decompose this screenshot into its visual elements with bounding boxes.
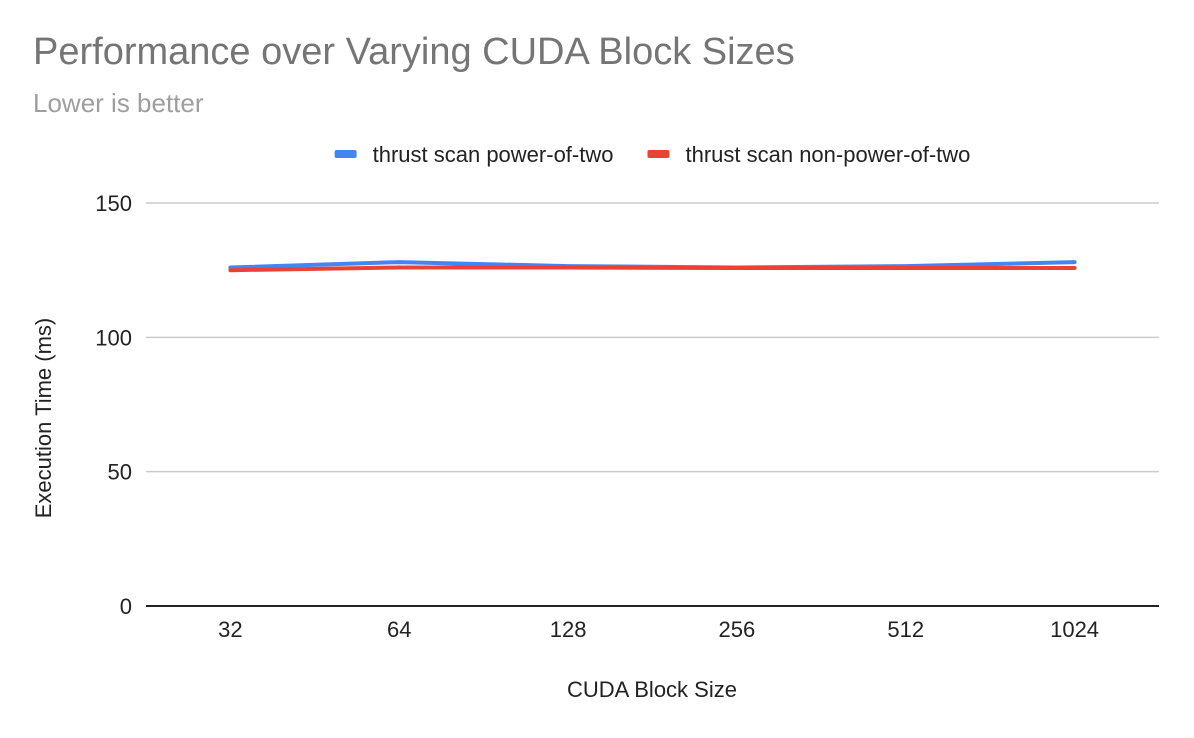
series-lines bbox=[228, 260, 1077, 273]
x-tick-label: 512 bbox=[887, 617, 924, 642]
x-tick-label: 64 bbox=[387, 617, 411, 642]
legend-swatch-1 bbox=[334, 150, 357, 158]
x-axis-ticks: 32 64 128 256 512 1024 bbox=[218, 617, 1099, 642]
x-axis-title: CUDA Block Size bbox=[567, 677, 737, 702]
x-tick-label: 32 bbox=[218, 617, 242, 642]
x-tick-label: 1024 bbox=[1050, 617, 1099, 642]
y-tick-label: 150 bbox=[95, 191, 132, 216]
x-tick-label: 128 bbox=[550, 617, 587, 642]
legend-label-1: thrust scan power-of-two bbox=[373, 142, 614, 167]
legend-label-2: thrust scan non-power-of-two bbox=[685, 142, 970, 167]
chart-title: Performance over Varying CUDA Block Size… bbox=[33, 31, 795, 73]
chart-subtitle: Lower is better bbox=[33, 88, 204, 118]
y-tick-label: 100 bbox=[95, 325, 132, 350]
legend-swatch-2 bbox=[647, 150, 670, 158]
y-axis-title: Execution Time (ms) bbox=[31, 318, 56, 519]
series-line-2 bbox=[228, 265, 1077, 273]
y-axis-ticks: 0 50 100 150 bbox=[95, 191, 132, 619]
legend: thrust scan power-of-two thrust scan non-… bbox=[334, 142, 970, 167]
y-tick-label: 50 bbox=[108, 460, 132, 485]
x-tick-label: 256 bbox=[719, 617, 756, 642]
gridlines bbox=[146, 202, 1159, 607]
y-tick-label: 0 bbox=[120, 594, 132, 619]
